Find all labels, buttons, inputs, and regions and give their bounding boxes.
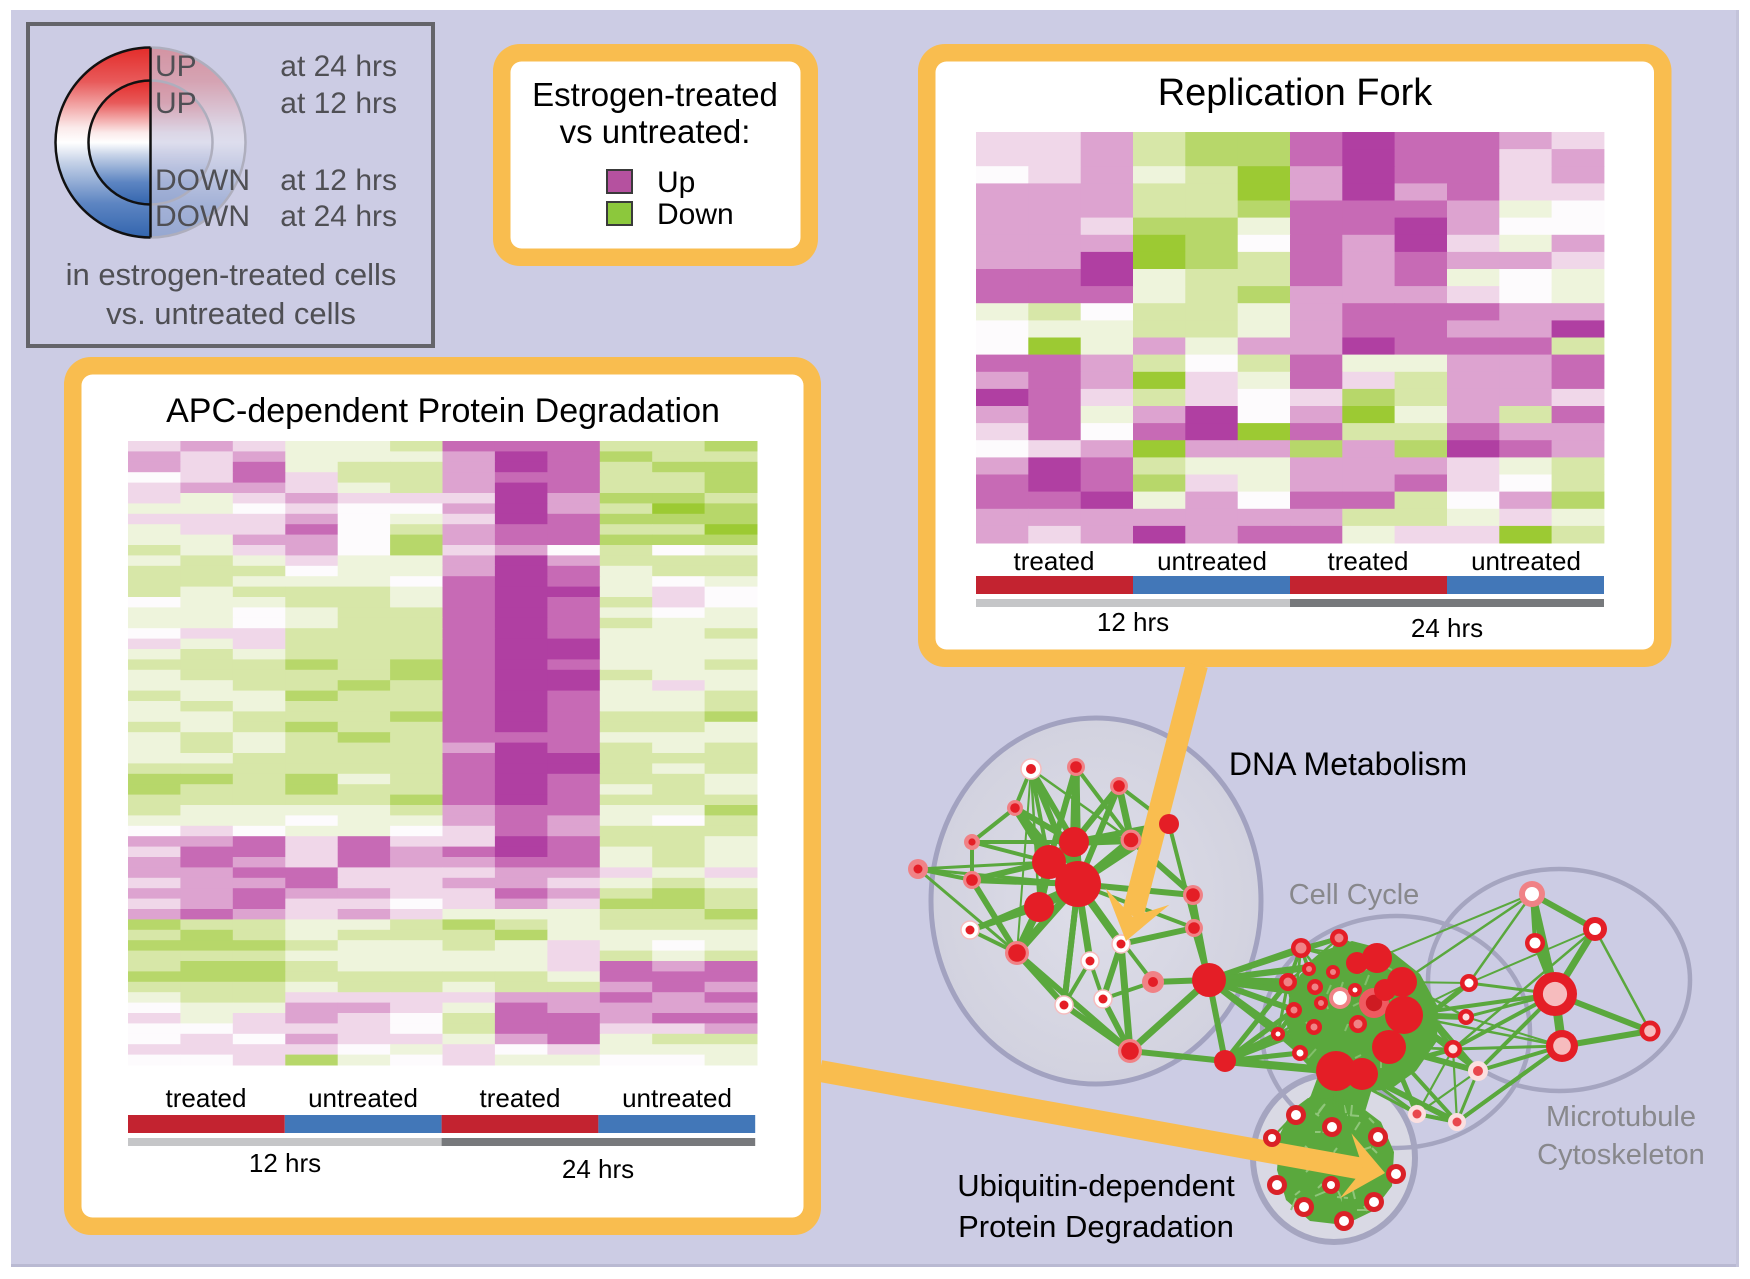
svg-text:UP: UP xyxy=(155,87,197,120)
svg-text:Ubiquitin-dependent: Ubiquitin-dependent xyxy=(957,1168,1235,1203)
svg-text:treated: treated xyxy=(480,1083,561,1113)
svg-text:DOWN: DOWN xyxy=(155,164,250,197)
svg-text:Protein Degradation: Protein Degradation xyxy=(958,1209,1234,1244)
svg-text:Cytoskeleton: Cytoskeleton xyxy=(1537,1139,1705,1171)
svg-text:12 hrs: 12 hrs xyxy=(249,1148,321,1178)
svg-text:untreated: untreated xyxy=(308,1083,418,1113)
svg-text:Estrogen-treated: Estrogen-treated xyxy=(532,76,778,113)
svg-text:UP: UP xyxy=(155,50,197,83)
svg-text:12 hrs: 12 hrs xyxy=(1097,607,1169,637)
svg-text:APC-dependent Protein Degradat: APC-dependent Protein Degradation xyxy=(166,392,720,430)
svg-text:untreated: untreated xyxy=(1471,546,1581,576)
svg-text:Microtubule: Microtubule xyxy=(1546,1101,1696,1133)
svg-text:untreated: untreated xyxy=(622,1083,732,1113)
svg-text:Replication Fork: Replication Fork xyxy=(1158,72,1434,114)
svg-text:in estrogen-treated cells: in estrogen-treated cells xyxy=(66,257,397,292)
svg-text:at 24 hrs: at 24 hrs xyxy=(280,50,397,83)
svg-text:at 12 hrs: at 12 hrs xyxy=(280,87,397,120)
svg-text:treated: treated xyxy=(166,1083,247,1113)
svg-text:at 12 hrs: at 12 hrs xyxy=(280,164,397,197)
svg-text:untreated: untreated xyxy=(1157,546,1267,576)
svg-text:DNA Metabolism: DNA Metabolism xyxy=(1229,746,1467,782)
svg-text:DOWN: DOWN xyxy=(155,200,250,233)
svg-text:24 hrs: 24 hrs xyxy=(562,1154,634,1184)
svg-text:treated: treated xyxy=(1328,546,1409,576)
svg-text:vs. untreated cells: vs. untreated cells xyxy=(106,296,356,331)
svg-text:at 24 hrs: at 24 hrs xyxy=(280,200,397,233)
svg-text:24 hrs: 24 hrs xyxy=(1411,613,1483,643)
svg-text:Up: Up xyxy=(657,166,695,199)
svg-text:vs untreated:: vs untreated: xyxy=(560,113,751,150)
svg-text:Cell Cycle: Cell Cycle xyxy=(1289,879,1420,911)
svg-text:treated: treated xyxy=(1014,546,1095,576)
svg-text:Down: Down xyxy=(657,198,734,231)
